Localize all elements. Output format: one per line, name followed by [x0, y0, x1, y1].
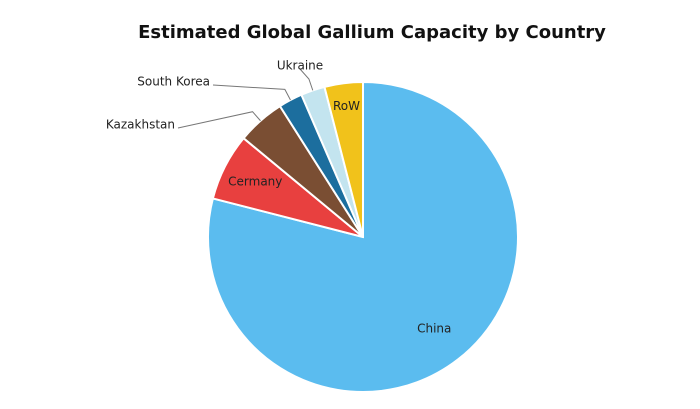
slice-label: RoW	[333, 99, 360, 113]
pie-slice	[207, 80, 519, 393]
leader-line	[299, 68, 314, 91]
pie-slice	[323, 80, 364, 238]
slice-label: South Korea	[137, 75, 210, 89]
slice-label: Ukraine	[277, 59, 323, 73]
chart-title: Estimated Global Gallium Capacity by Cou…	[138, 22, 606, 43]
slice-label: Kazakhstan	[106, 118, 175, 132]
slice-label: Cermany	[228, 175, 282, 189]
slice-label: China	[417, 321, 451, 335]
leader-line	[212, 84, 291, 101]
leader-line	[177, 111, 261, 129]
